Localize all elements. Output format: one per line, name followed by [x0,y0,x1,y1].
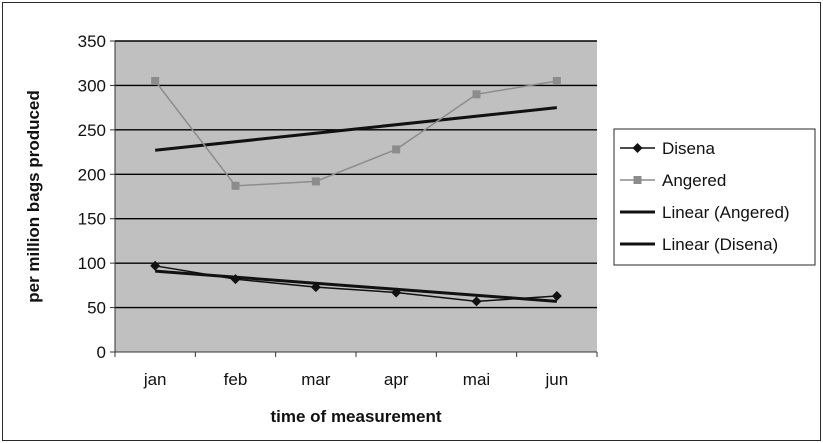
y-tick-label: 150 [78,210,106,229]
series-line [155,265,557,303]
x-tick-label: jun [544,370,568,389]
legend: Disena Angered Linear (Angered) Linear (Dis… [613,128,816,266]
trendline [155,106,557,152]
y-tick-label: 250 [78,121,106,140]
data-point [230,274,241,285]
data-point [150,260,161,271]
series-layer [150,76,562,307]
data-point [391,287,402,298]
data-point [311,177,320,186]
data-point [151,76,160,85]
y-tick-label: 0 [97,343,106,362]
data-point [551,291,562,302]
x-tick-label: feb [224,370,248,389]
y-tick-label: 350 [78,32,106,51]
legend-marker [633,176,642,184]
data-point [471,296,482,307]
legend-label: Disena [662,139,715,158]
plot-area [115,40,597,352]
y-tick-label: 100 [78,254,106,273]
legend-box [613,128,816,266]
y-tick-label: 50 [87,299,106,318]
x-tick-label: mar [301,370,331,389]
legend-marker [632,143,643,153]
x-tick-label: jan [143,370,167,389]
data-point [392,145,401,154]
plot-background [115,41,597,352]
y-tick-label: 200 [78,165,106,184]
legend-label: Linear (Angered) [662,203,790,222]
y-axis-title: per million bags produced [24,90,43,303]
data-point [231,181,240,190]
x-axis-title: time of measurement [271,407,442,426]
data-point [472,90,481,99]
y-tick-label: 300 [78,76,106,95]
x-tick-label: apr [384,370,409,389]
axes: 0 50 100 150 200 250 300 350 jan feb mar apr mai jun [78,32,598,389]
legend-label: Angered [662,171,726,190]
series-line [154,80,557,187]
data-point [552,76,561,85]
x-tick-label: mai [463,370,490,389]
legend-label: Linear (Disena) [662,235,778,254]
data-point [310,282,321,293]
